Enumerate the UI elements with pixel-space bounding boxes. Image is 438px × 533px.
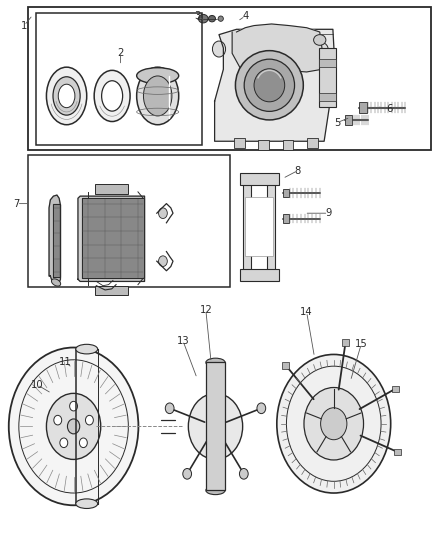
Bar [282,362,289,368]
Ellipse shape [76,344,98,354]
Text: 4: 4 [242,11,248,21]
Bar [319,48,336,107]
Bar [243,179,251,276]
Ellipse shape [314,35,326,45]
Bar [258,140,269,150]
Circle shape [60,438,68,448]
Circle shape [304,387,364,460]
Bar [95,286,128,295]
Circle shape [255,271,262,279]
Bar [245,197,273,256]
Bar [394,449,401,455]
Polygon shape [82,198,144,278]
Ellipse shape [53,77,80,115]
Ellipse shape [137,67,179,125]
Circle shape [79,438,87,448]
Circle shape [277,354,391,493]
Circle shape [257,403,266,414]
Ellipse shape [208,15,215,22]
Bar [267,179,275,276]
Ellipse shape [46,67,87,125]
Ellipse shape [76,499,98,508]
Text: 6: 6 [387,104,393,114]
Circle shape [183,469,191,479]
Text: 10: 10 [31,380,43,390]
Ellipse shape [254,69,285,102]
Bar [342,339,349,345]
Ellipse shape [198,14,208,23]
Text: 8: 8 [295,166,301,175]
Circle shape [240,469,248,479]
Ellipse shape [236,51,303,120]
Polygon shape [49,195,60,284]
Polygon shape [53,204,60,277]
Text: 3: 3 [194,11,200,21]
Ellipse shape [94,70,130,122]
Circle shape [85,415,93,425]
Ellipse shape [58,84,75,108]
Circle shape [211,362,220,373]
Text: 1: 1 [21,21,27,30]
Text: 15: 15 [355,339,368,349]
Bar [392,385,399,392]
Bar [36,13,202,145]
Ellipse shape [206,486,225,495]
Bar [283,189,289,197]
Circle shape [165,403,174,414]
Bar [95,184,128,194]
Polygon shape [215,29,335,141]
Circle shape [188,393,243,459]
Text: 13: 13 [177,336,189,346]
Ellipse shape [51,279,61,286]
Ellipse shape [244,59,294,111]
Ellipse shape [137,68,179,84]
Bar [206,362,225,490]
Circle shape [255,175,262,184]
Polygon shape [78,196,145,281]
Circle shape [54,415,62,425]
Bar [240,269,279,281]
Bar [359,102,367,113]
Circle shape [321,408,347,440]
Bar [319,93,336,101]
Bar [28,155,230,287]
Bar [283,214,289,223]
Circle shape [315,43,328,59]
Text: 9: 9 [325,208,332,218]
Text: 11: 11 [59,358,72,367]
Circle shape [159,208,167,219]
Text: 2: 2 [117,49,124,58]
Bar [76,349,98,504]
Bar [307,138,318,148]
Bar [319,59,336,67]
Circle shape [208,417,223,436]
Text: 14: 14 [300,307,313,317]
Circle shape [46,393,101,459]
Polygon shape [232,24,322,72]
Circle shape [159,256,167,266]
Circle shape [9,348,138,505]
Bar [240,173,279,185]
Bar [345,115,352,125]
Ellipse shape [218,16,223,21]
Ellipse shape [206,358,225,367]
Circle shape [212,41,226,57]
Bar [234,138,245,148]
Text: 12: 12 [199,305,212,315]
Ellipse shape [102,80,123,111]
Text: 7: 7 [14,199,20,208]
Ellipse shape [143,76,172,116]
Circle shape [67,419,80,434]
Text: 5: 5 [334,118,340,127]
Circle shape [70,401,78,411]
Bar [283,140,293,150]
Bar [28,7,431,150]
